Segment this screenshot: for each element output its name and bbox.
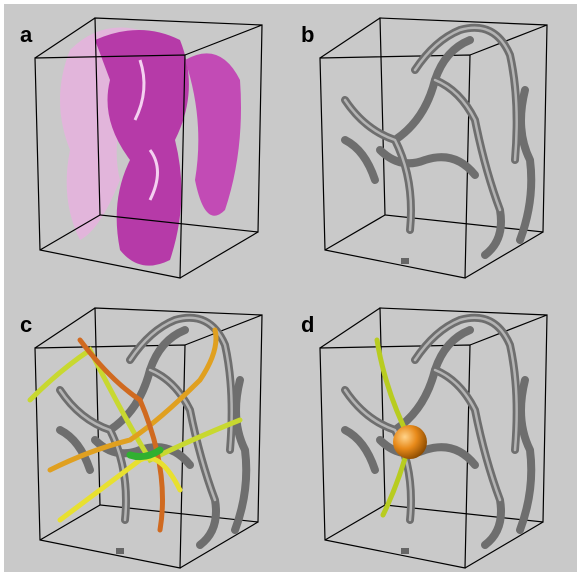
panel-b: b	[301, 17, 548, 279]
panel-a: a	[20, 17, 263, 279]
panel-label: c	[20, 312, 32, 337]
panel-label: b	[301, 22, 314, 47]
panel-label: d	[301, 312, 314, 337]
panel-label: a	[20, 22, 33, 47]
panel-d: d	[301, 307, 548, 569]
panel-c: c	[20, 307, 263, 569]
